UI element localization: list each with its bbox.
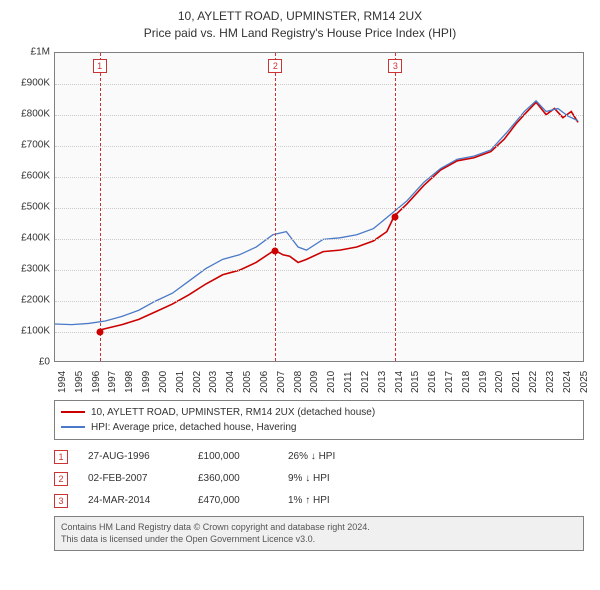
y-axis-label: £100K [10, 325, 50, 336]
x-axis-label: 1995 [74, 370, 85, 392]
x-axis-label: 2009 [309, 370, 320, 392]
event-vline [100, 53, 101, 361]
gridline-h [55, 332, 583, 333]
chart-area: 1 2 3 £0 £100K £200K £300K £400K £500K £600K £700… [10, 48, 590, 396]
y-axis-label: £700K [10, 139, 50, 150]
x-axis-label: 2023 [545, 370, 556, 392]
x-axis-label: 2024 [562, 370, 573, 392]
x-axis-label: 2015 [410, 370, 421, 392]
gridline-h [55, 270, 583, 271]
event-number: 1 [54, 450, 68, 464]
x-axis-label: 2003 [208, 370, 219, 392]
x-axis-label: 2004 [225, 370, 236, 392]
event-badge: 1 [93, 59, 107, 73]
event-badge: 2 [268, 59, 282, 73]
y-axis-label: £900K [10, 77, 50, 88]
x-axis-label: 2020 [494, 370, 505, 392]
event-row: 2 02-FEB-2007 £360,000 9% ↓ HPI [54, 472, 590, 486]
x-axis-label: 2010 [326, 370, 337, 392]
x-axis-label: 2000 [158, 370, 169, 392]
y-axis-label: £200K [10, 294, 50, 305]
x-axis-label: 2014 [394, 370, 405, 392]
x-axis-label: 2006 [259, 370, 270, 392]
y-axis-label: £800K [10, 108, 50, 119]
plot-region: 1 2 3 [54, 52, 584, 362]
x-axis-label: 2018 [461, 370, 472, 392]
legend-swatch [61, 411, 85, 413]
event-dot [96, 328, 103, 335]
event-hpi: 1% ↑ HPI [288, 495, 368, 506]
events-table: 1 27-AUG-1996 £100,000 26% ↓ HPI 2 02-FEB-200… [54, 450, 590, 508]
x-axis-label: 1997 [107, 370, 118, 392]
event-badge: 3 [388, 59, 402, 73]
x-axis-label: 1994 [57, 370, 68, 392]
event-row: 1 27-AUG-1996 £100,000 26% ↓ HPI [54, 450, 590, 464]
title-line-2: Price paid vs. HM Land Registry's House … [10, 25, 590, 42]
event-date: 24-MAR-2014 [88, 495, 178, 506]
event-price: £470,000 [198, 495, 268, 506]
x-axis-label: 2019 [478, 370, 489, 392]
x-axis-label: 1999 [141, 370, 152, 392]
x-axis-label: 2021 [511, 370, 522, 392]
event-date: 27-AUG-1996 [88, 451, 178, 462]
y-axis-label: £600K [10, 170, 50, 181]
x-axis-label: 2022 [528, 370, 539, 392]
gridline-h [55, 301, 583, 302]
gridline-h [55, 115, 583, 116]
x-axis-label: 2011 [343, 371, 354, 393]
x-axis-label: 2008 [293, 370, 304, 392]
event-hpi: 9% ↓ HPI [288, 473, 368, 484]
legend: 10, AYLETT ROAD, UPMINSTER, RM14 2UX (de… [54, 400, 584, 440]
legend-swatch [61, 426, 85, 428]
event-row: 3 24-MAR-2014 £470,000 1% ↑ HPI [54, 494, 590, 508]
event-dot [392, 213, 399, 220]
gridline-h [55, 177, 583, 178]
x-axis-label: 2001 [175, 370, 186, 392]
event-dot [272, 247, 279, 254]
y-axis-label: £300K [10, 263, 50, 274]
event-number: 3 [54, 494, 68, 508]
x-axis-label: 2012 [360, 370, 371, 392]
legend-row: HPI: Average price, detached house, Have… [61, 420, 577, 435]
x-axis-label: 2017 [444, 370, 455, 392]
gridline-h [55, 239, 583, 240]
footer-line-1: Contains HM Land Registry data © Crown c… [61, 521, 577, 534]
y-axis-label: £0 [10, 356, 50, 367]
gridline-h [55, 146, 583, 147]
series-price_paid [99, 102, 578, 330]
event-vline [275, 53, 276, 361]
legend-label: 10, AYLETT ROAD, UPMINSTER, RM14 2UX (de… [91, 405, 375, 420]
y-axis-label: £1M [10, 46, 50, 57]
event-price: £100,000 [198, 451, 268, 462]
x-axis-label: 2007 [276, 370, 287, 392]
gridline-h [55, 84, 583, 85]
event-hpi: 26% ↓ HPI [288, 451, 368, 462]
x-axis-label: 1998 [124, 370, 135, 392]
chart-title: 10, AYLETT ROAD, UPMINSTER, RM14 2UX Pri… [10, 8, 590, 42]
x-axis-label: 2005 [242, 370, 253, 392]
x-axis-label: 1996 [91, 370, 102, 392]
gridline-h [55, 208, 583, 209]
y-axis-label: £400K [10, 232, 50, 243]
x-axis-label: 2025 [579, 370, 590, 392]
series-hpi [55, 100, 578, 324]
title-line-1: 10, AYLETT ROAD, UPMINSTER, RM14 2UX [10, 8, 590, 25]
x-axis-label: 2002 [192, 370, 203, 392]
legend-label: HPI: Average price, detached house, Have… [91, 420, 297, 435]
legend-row: 10, AYLETT ROAD, UPMINSTER, RM14 2UX (de… [61, 405, 577, 420]
x-axis-label: 2016 [427, 370, 438, 392]
footer-line-2: This data is licensed under the Open Gov… [61, 533, 577, 546]
event-price: £360,000 [198, 473, 268, 484]
footer-attribution: Contains HM Land Registry data © Crown c… [54, 516, 584, 551]
event-number: 2 [54, 472, 68, 486]
y-axis-label: £500K [10, 201, 50, 212]
x-axis-label: 2013 [377, 370, 388, 392]
event-date: 02-FEB-2007 [88, 473, 178, 484]
event-vline [395, 53, 396, 361]
